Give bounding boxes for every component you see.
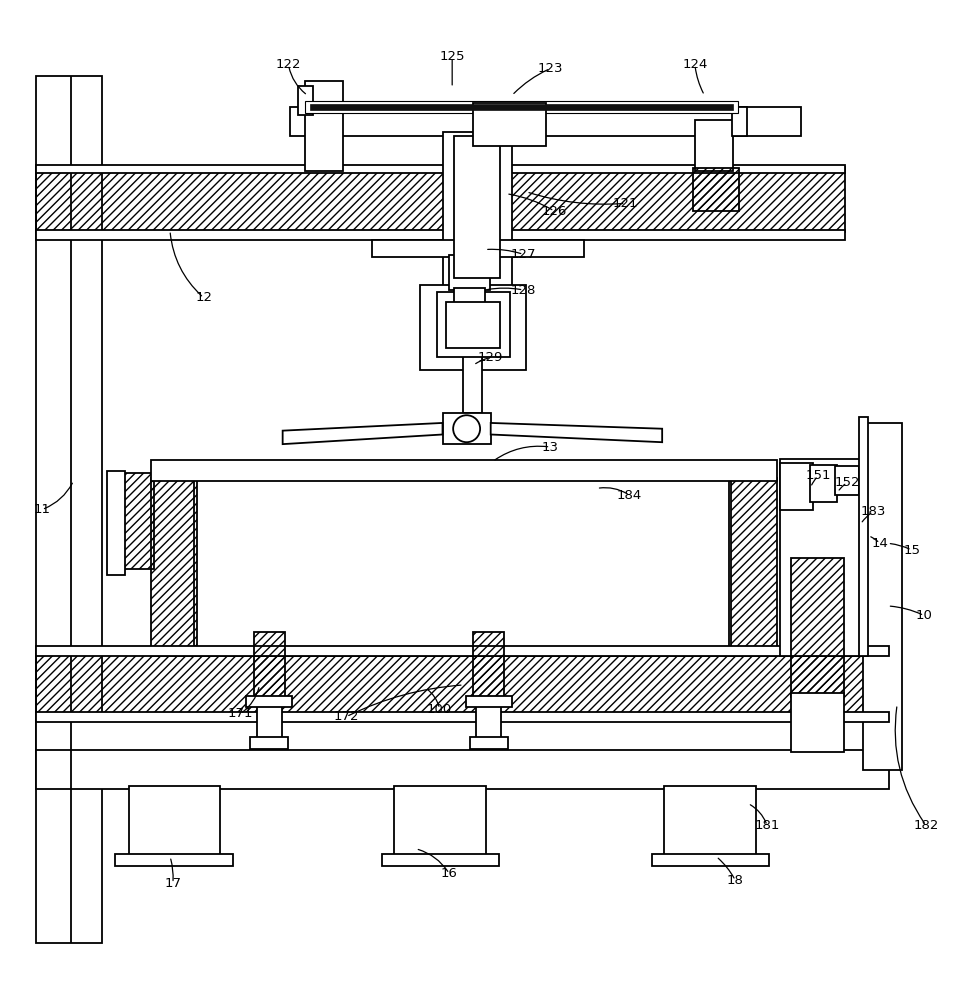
Text: 184: 184	[616, 489, 642, 502]
Text: 124: 124	[682, 58, 708, 71]
Bar	[36, 750, 889, 789]
Bar	[117, 473, 154, 569]
Bar	[442, 413, 491, 444]
Polygon shape	[491, 423, 662, 442]
Bar	[473, 103, 546, 146]
Bar	[454, 288, 485, 305]
Bar	[651, 854, 769, 866]
Bar	[864, 423, 902, 770]
Bar	[693, 168, 739, 211]
Bar	[36, 76, 101, 943]
Text: 17: 17	[164, 877, 182, 890]
Text: 15: 15	[903, 544, 921, 557]
Bar	[791, 693, 844, 752]
Text: 12: 12	[195, 291, 213, 304]
Bar	[36, 720, 889, 752]
Bar	[372, 240, 584, 257]
Bar	[36, 712, 889, 722]
Text: 16: 16	[440, 867, 458, 880]
Bar	[107, 471, 125, 575]
Bar	[420, 285, 526, 370]
Bar	[695, 120, 733, 171]
Bar	[36, 646, 889, 656]
Bar	[442, 132, 512, 288]
Text: 121: 121	[612, 197, 639, 210]
Bar	[664, 786, 755, 858]
Bar	[291, 107, 801, 136]
Bar	[780, 463, 813, 510]
Bar	[151, 460, 777, 481]
Bar	[473, 632, 504, 697]
Bar	[305, 101, 738, 113]
Text: 13: 13	[542, 441, 559, 454]
Bar	[36, 167, 845, 232]
Bar	[731, 107, 747, 136]
Bar	[456, 304, 483, 321]
Bar	[394, 786, 486, 858]
Text: 125: 125	[440, 50, 465, 63]
Text: 183: 183	[861, 505, 886, 518]
Bar	[254, 632, 285, 697]
Bar	[466, 696, 512, 707]
Bar	[730, 478, 777, 656]
Bar	[36, 165, 845, 173]
Bar	[835, 466, 859, 495]
Text: 123: 123	[538, 62, 563, 75]
Text: 182: 182	[914, 819, 939, 832]
Bar	[128, 786, 220, 858]
Bar	[437, 292, 510, 357]
Text: 152: 152	[835, 476, 860, 489]
Bar	[476, 705, 501, 739]
Text: 122: 122	[275, 58, 301, 71]
Bar	[298, 86, 314, 115]
Bar	[310, 104, 733, 110]
Bar	[250, 737, 289, 749]
Text: 10: 10	[916, 609, 932, 622]
Bar	[446, 302, 500, 348]
Bar	[382, 854, 499, 866]
Bar	[305, 81, 343, 171]
Bar	[810, 465, 838, 502]
Text: 14: 14	[871, 537, 889, 550]
Text: 151: 151	[806, 469, 831, 482]
Bar	[36, 230, 845, 240]
Bar	[463, 319, 482, 413]
Circle shape	[453, 415, 480, 442]
Bar	[454, 136, 500, 278]
Bar	[859, 417, 868, 656]
Polygon shape	[283, 423, 442, 444]
Bar	[151, 478, 197, 656]
Text: 126: 126	[542, 205, 567, 218]
Text: 127: 127	[511, 248, 536, 261]
Text: 11: 11	[34, 503, 50, 516]
Bar	[194, 478, 728, 656]
Bar	[246, 696, 293, 707]
Bar	[449, 255, 490, 290]
Bar	[469, 737, 508, 749]
Text: 128: 128	[511, 284, 536, 297]
Bar	[257, 705, 282, 739]
Bar	[115, 854, 233, 866]
Text: 100: 100	[427, 703, 452, 716]
Bar	[780, 459, 867, 656]
Bar	[36, 654, 889, 714]
Text: 129: 129	[478, 351, 503, 364]
Text: 171: 171	[228, 707, 253, 720]
Text: 18: 18	[727, 874, 744, 887]
Bar	[791, 558, 844, 697]
Text: 181: 181	[754, 819, 780, 832]
Text: 172: 172	[333, 710, 359, 723]
